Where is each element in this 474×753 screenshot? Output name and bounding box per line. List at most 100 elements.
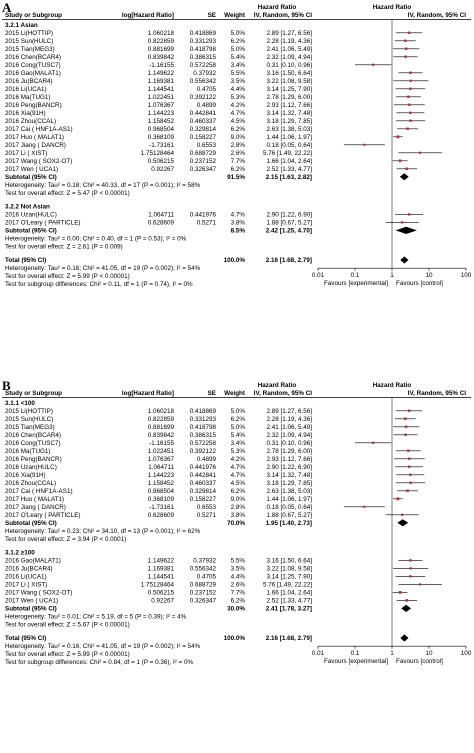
panel-a-subgroup-1-study-10-loghr: 1.076367 [148,102,175,109]
panel-a-total-heterogeneity: Heterogeneity: Tau² = 0.16; Chi² = 41.05… [5,265,201,272]
panel-b-subgroup-1-study-9-hr-ci: 3.14 [1.32, 7.48] [266,472,312,479]
panel-b-subgroup-1-study-3-name: 2015 Tian(MEG3) [5,424,55,431]
panel-a-x-tick-label-5: 100 [461,272,472,279]
panel-b-subgroup-1-study-10-name: 2016 Zhou(CCAL) [5,480,56,487]
panel-b-subgroup-2-study-2-se: 0.556342 [190,566,217,573]
panel-b-total-weight: 100.0% [224,635,246,642]
panel-b-subgroup-1-study-6-loghr: 1.022451 [148,448,175,455]
panel-a-subgroup-1-study-5-weight: 3.4% [231,62,246,69]
panel-a-plot-col-subheader: IV, Random, 95% CI [408,12,466,19]
panel-b-subgroup-1-study-7-hr-ci: 2.93 [1.12, 7.66] [266,456,312,463]
panel-b-subgroup-1-study-11-hr-ci: 2.63 [1.38, 5.03] [266,488,312,495]
panel-a-subgroup-2-heterogeneity: Heterogeneity: Tau² = 0.00; Chi² = 0.40,… [5,236,187,243]
panel-a-subgroup-1-study-16-name: 2017 Li ( XIST) [5,150,47,157]
panel-b-subgroup-1-subtotal-weight: 70.0% [227,520,245,527]
panel-a-subgroup-1-study-11-se: 0.442841 [190,110,217,117]
panel-a-total-weight: 100.0% [224,257,246,264]
panel-a-subgroup-1-study-2-loghr: 0.822859 [148,38,175,45]
panel-a-subgroup-1-study-7-loghr: 1.169381 [148,78,175,85]
panel-a-subgroup-2-study-1-name: 2016 Uzan(HULC) [5,212,57,219]
panel-a-subgroup-1-study-9-name: 2016 Ma(TUG1) [5,94,51,101]
panel-a-favours-right: Favours [control] [396,280,443,287]
panel-b-total-label: Total (95% CI) [5,635,46,642]
panel-b-subgroup-1-study-6-se: 0.392122 [190,448,217,455]
panel-b-subgroup-1-study-2-weight: 6.2% [231,416,246,423]
panel-a-subgroup-1-study-17-hr-ci: 1.66 [1.04, 2.64] [266,158,312,165]
panel-b-subgroup-1-study-1-se: 0.418869 [190,408,217,415]
panel-b-total-effect: Test for overall effect: Z = 5.99 (P < 0… [5,651,130,658]
panel-a-subgroup-1-study-12-hr-ci: 3.18 [1.29, 7.85] [266,118,312,125]
panel-a-subgroup-1-study-12-point [409,119,412,122]
panel-b-subgroup-1-study-14-se: 0.5271 [197,512,217,519]
panel-a-subgroup-1-study-13-se: 0.329814 [190,126,217,133]
panel-a-subgroup-1-study-3-name: 2015 Tian(MEG3) [5,46,55,53]
panel-a-subgroup-2-study-2-loghr: 0.628609 [148,220,175,227]
panel-b-subgroup-1-study-9-loghr: 1.144223 [148,472,175,479]
panel-b-x-tick-label-4: 10 [425,650,433,657]
panel-b-subgroup-1-study-8-hr-ci: 2.90 [1.22, 6.90] [266,464,312,471]
panel-a-subgroup-1-study-10-se: 0.4899 [197,102,217,109]
panel-a-subgroup-2-study-2-se: 0.5271 [197,220,217,227]
panel-a-subgroup-1-study-9-loghr: 1.022451 [148,94,175,101]
panel-b-subgroup-1-study-2-point [404,417,407,421]
panel-a-hr-col-title: Hazard Ratio [258,4,297,11]
panel-a-subgroup-1-study-3-se: 0.418798 [190,46,217,53]
panel-b-subgroup-2-study-2-point [409,567,412,570]
panel-a-subgroup-1-study-5-hr-ci: 0.31 [0.10, 0.96] [266,62,312,69]
panel-a-subgroup-2-title: 3.2.2 Not Asian [5,204,50,211]
panel-a-subgroup-1-study-1-point [407,31,411,34]
panel-b-loghr-col-header: log[Hazard Ratio] [122,390,174,397]
panel-b-subgroup-1-study-12-weight: 9.0% [231,496,246,503]
panel-b-subgroup-1-study-7-point [408,457,411,460]
panel-a-subgroup-1-study-8-point [409,87,412,90]
panel-b-study-col-header: Study or Subgroup [5,390,62,397]
panel-b-subgroup-1-study-11-point [406,489,409,493]
panel-b-x-tick-label-2: 0.1 [351,650,360,657]
panel-a-subgroup-1-study-8-weight: 4.4% [231,86,246,93]
panel-a-subgroup-1-study-12-se: 0.460337 [190,118,217,125]
panel-a-subgroup-1-study-9-point [407,95,410,98]
panel-a-subgroup-1-study-16-se: 0.688729 [190,150,217,157]
panel-a-subgroup-1-heterogeneity: Heterogeneity: Tau² = 0.18; Chi² = 40.33… [5,182,201,189]
panel-b-subgroup-1-study-14-name: 2017 O'Leary ( PARTICLE) [5,512,81,519]
panel-a-subgroup-1-study-13-weight: 6.2% [231,126,246,133]
panel-b-subgroup-1-study-3-weight: 5.0% [231,424,246,431]
panel-a-x-tick-label-4: 10 [425,272,433,279]
panel-b-subgroup-1-study-6-hr-ci: 2.78 [1.29, 6.00] [266,448,312,455]
panel-a-subgroup-1-study-7-point [409,79,412,82]
panel-b-subgroup-1-subtotal-label: Subtotal (95% CI) [5,520,57,527]
panel-a-subgroup-1-study-6-se: 0.37932 [193,70,216,77]
panel-b-subgroup-1-title: 3.1.1 <100 [5,400,35,407]
panel-b-subgroup-1-subtotal-hr-ci: 1.95 [1.40, 2.73] [266,520,312,527]
panel-b-subgroup-1-study-8-weight: 4.7% [231,464,246,471]
panel-a-subgroup-1-study-4-hr-ci: 2.32 [1.09, 4.94] [266,54,312,61]
panel-a-subgroup-1-study-8-loghr: 1.144541 [148,86,175,93]
panel-b-subgroup-2-study-4-weight: 2.6% [231,582,246,589]
panel-a-subgroup-2-study-2-point [401,221,404,224]
panel-a-subgroup-1-study-9-hr-ci: 2.78 [1.29, 6.00] [266,94,312,101]
panel-a-subgroup-1-study-18-point [405,167,409,171]
panel-b-subgroup-2-study-6-se: 0.326347 [190,598,217,605]
panel-a-subgroup-1-study-14-se: 0.158227 [190,134,217,141]
panel-a-subgroup-1-study-17-name: 2017 Wang ( SOX2-OT) [5,158,72,165]
panel-b-subgroup-2-study-5-hr-ci: 1.66 [1.04, 2.64] [266,590,312,597]
panel-b-subgroup-2-study-4-hr-ci: 5.76 [1.49, 22.22] [263,582,312,589]
panel-b-subgroup-2-study-6-loghr: 0.92267 [151,598,174,605]
panel-b-subgroup-2-study-1-name: 2016 Gao(MALAT1) [5,558,61,565]
panel-a-subgroup-1-study-8-se: 0.4705 [197,86,217,93]
panel-a-subgroup-1-study-14-name: 2017 Huo ( MALAT1) [5,134,64,141]
panel-a-subgroup-1-study-16-weight: 2.6% [231,150,246,157]
panel-a-total-diamond [400,256,409,264]
panel-b-subgroup-1-study-1-name: 2015 Li(HOTTIP) [5,408,53,415]
panel-b-subgroup-2-study-2-hr-ci: 3.22 [1.08, 9.58] [266,566,312,573]
panel-a-subgroup-1-study-17-point [398,159,402,163]
panel-a-subgroup-2-study-1-se: 0.441976 [190,212,217,219]
panel-a-loghr-col-header: log[Hazard Ratio] [122,12,174,19]
panel-b-subgroup-1-study-5-hr-ci: 0.31 [0.10, 0.96] [266,440,312,447]
panel-a-subgroup-1-study-4-weight: 5.4% [231,54,246,61]
panel-a-subgroup-2-study-2-name: 2017 O'Leary ( PARTICLE) [5,220,81,227]
panel-b-x-tick-label-3: 1 [390,650,394,657]
panel-b-subgroup-1-study-4-hr-ci: 2.32 [1.09, 4.94] [266,432,312,439]
panel-b-subgroup-1-study-3-se: 0.418798 [190,424,217,431]
